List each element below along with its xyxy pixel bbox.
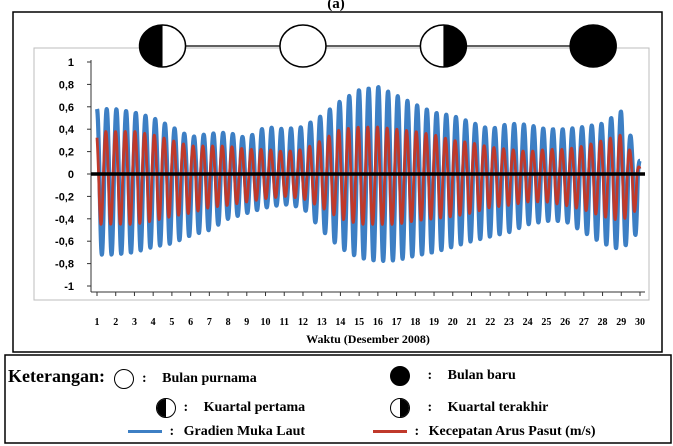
y-tick-label: -1 <box>64 281 74 293</box>
x-tick-label: 14 <box>335 317 345 328</box>
x-tick-label: 20 <box>448 317 458 328</box>
moon-shade <box>443 25 467 67</box>
x-tick-label: 15 <box>354 317 364 328</box>
x-tick-label: 26 <box>560 317 570 328</box>
x-tick-label: 13 <box>317 317 327 328</box>
x-tick-label: 30 <box>635 317 645 328</box>
x-tick-label: 7 <box>207 317 212 328</box>
legend-new-moon: : Bulan baru <box>390 366 516 386</box>
x-tick-label: 25 <box>541 317 551 328</box>
y-tick-label: -0,6 <box>55 236 74 248</box>
legend-colon: : <box>183 400 189 416</box>
x-tick-label: 12 <box>298 317 308 328</box>
x-tick-label: 9 <box>244 317 249 328</box>
x-tick-label: 1 <box>95 317 100 328</box>
x-tick-label: 22 <box>485 317 495 328</box>
first-quarter-icon <box>156 398 176 418</box>
x-tick-label: 2 <box>113 317 118 328</box>
x-tick-label: 4 <box>151 317 156 328</box>
x-tick-label: 17 <box>392 317 402 328</box>
x-tick-label: 10 <box>261 317 271 328</box>
y-tick-label: -0,8 <box>55 259 74 271</box>
series-layer <box>94 85 642 264</box>
y-tick-label: -0,2 <box>55 191 74 203</box>
legend-colon: : <box>141 371 147 386</box>
first-quarter-icon <box>138 24 187 68</box>
series-kecepatan-arus-pasut <box>95 125 642 226</box>
y-tick-label: 0,6 <box>59 102 74 114</box>
legend-series-1-label: Gradien Muka Laut <box>183 424 306 439</box>
legend-heading: Keterangan: <box>8 366 105 386</box>
x-tick-label: 28 <box>598 317 608 328</box>
x-tick-label: 24 <box>523 317 533 328</box>
moon-disc <box>569 24 617 68</box>
x-tick-label: 6 <box>188 317 193 328</box>
y-tick-label: 0,2 <box>59 147 74 159</box>
legend-row-1: Keterangan: : Bulan purnama <box>8 366 257 389</box>
y-tick-label: 0,4 <box>59 124 75 136</box>
x-tick-label: 18 <box>410 317 420 328</box>
legend-colon: : <box>427 400 433 416</box>
legend-colon: : <box>169 424 175 439</box>
legend-first-quarter: : Kuartal pertama <box>156 398 305 418</box>
axes-layer: 10,80,60,40,20-0,2-0,4-0,6-0,8-11 2 3 4 5 6 7 8… <box>55 57 645 328</box>
x-tick-label: 21 <box>466 317 476 328</box>
y-tick-label: -0,4 <box>55 214 75 226</box>
full-moon-icon <box>114 368 135 389</box>
legend-frame <box>4 354 672 444</box>
x-tick-label: 16 <box>373 317 383 328</box>
legend-new-moon-label: Bulan baru <box>447 368 516 384</box>
legend-colon: : <box>427 368 433 384</box>
legend-last-quarter-label: Kuartal terakhir <box>447 400 549 416</box>
x-tick-label: 23 <box>504 317 514 328</box>
x-tick-label: 8 <box>226 317 231 328</box>
x-tick-label: 5 <box>169 317 174 328</box>
moon-phase-row <box>138 24 617 68</box>
moon-disc <box>279 24 327 68</box>
legend-series-2-label: Kecepatan Arus Pasut (m/s) <box>428 424 596 439</box>
y-tick-label: 0,8 <box>59 79 74 91</box>
last-quarter-icon <box>419 24 468 68</box>
x-tick-label: 3 <box>132 317 137 328</box>
x-axis-label: Waktu (Desember 2008) <box>306 332 430 346</box>
last-quarter-icon <box>390 398 410 418</box>
x-tick-label: 27 <box>579 317 589 328</box>
legend-colon: : <box>414 424 420 439</box>
y-tick-label: 1 <box>68 57 74 69</box>
series-1-swatch <box>128 430 162 434</box>
moon-shade <box>139 25 163 67</box>
series-2-swatch <box>373 430 407 434</box>
new-moon-icon <box>569 24 617 68</box>
y-tick-label: 0 <box>68 169 74 181</box>
legend-series-1: : Gradien Muka Laut <box>128 424 305 440</box>
x-tick-label: 19 <box>429 317 439 328</box>
legend-series-2: : Kecepatan Arus Pasut (m/s) <box>373 424 596 440</box>
new-moon-icon <box>390 366 410 386</box>
legend-first-quarter-label: Kuartal pertama <box>203 400 306 416</box>
x-tick-label: 29 <box>616 317 626 328</box>
legend-full-moon-label: Bulan purnama <box>162 371 257 386</box>
x-tick-label: 11 <box>280 317 289 328</box>
figure-label: (a) <box>327 0 345 12</box>
plot-area-border <box>33 47 650 301</box>
full-moon-icon <box>279 24 327 68</box>
legend-last-quarter: : Kuartal terakhir <box>390 398 548 418</box>
